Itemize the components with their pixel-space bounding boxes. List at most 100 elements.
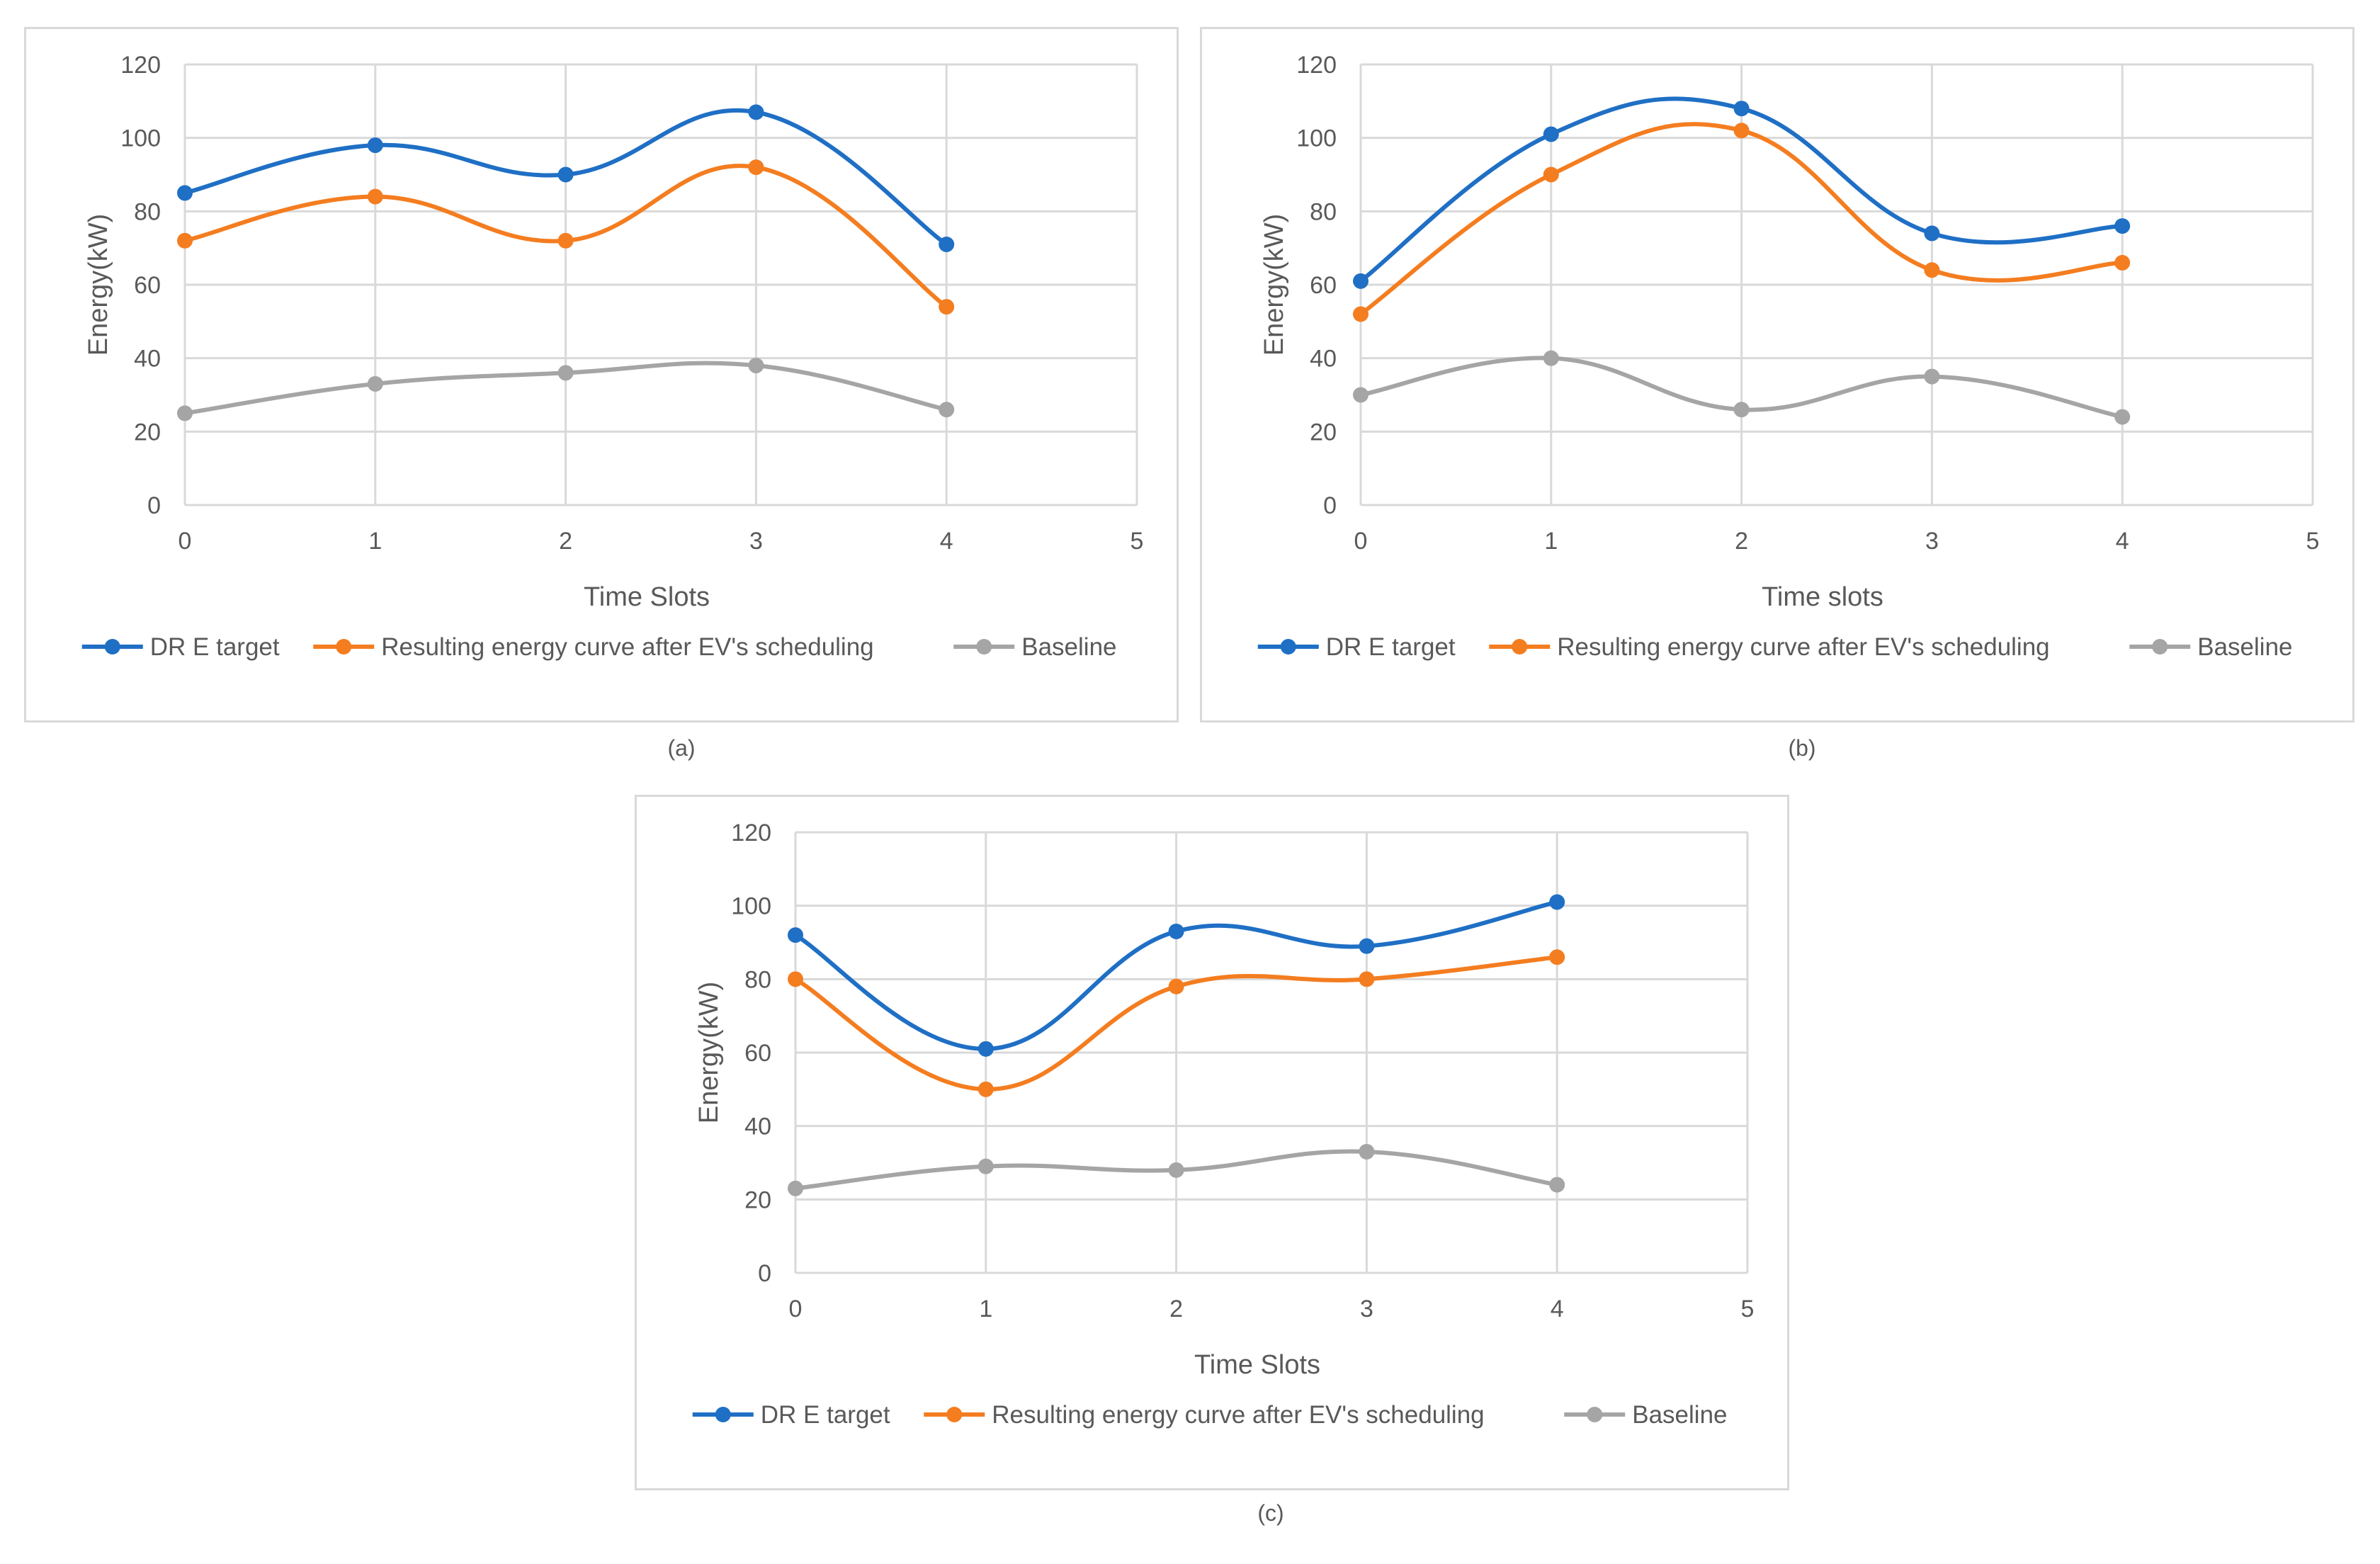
data-point <box>557 232 574 249</box>
y-tick-label: 20 <box>1310 419 1337 446</box>
data-point <box>1733 402 1750 418</box>
y-tick-label: 120 <box>120 52 161 79</box>
y-tick-label: 80 <box>744 966 771 993</box>
data-point <box>1353 273 1368 289</box>
legend-swatch-marker <box>1512 639 1528 654</box>
legend-label: Resulting energy curve after EV's schedu… <box>381 633 873 661</box>
y-tick-label: 40 <box>134 346 161 373</box>
x-axis-title: Time slots <box>1762 582 1883 612</box>
data-point <box>1353 306 1368 322</box>
data-point <box>1359 938 1375 954</box>
data-point <box>177 185 193 201</box>
data-point <box>367 137 383 154</box>
data-point <box>367 188 383 205</box>
data-point <box>1543 126 1559 142</box>
data-point <box>788 927 803 944</box>
data-point <box>748 358 764 374</box>
data-point <box>1549 1177 1565 1193</box>
y-tick-label: 80 <box>134 198 161 225</box>
chart-b: 0 20 40 60 80 100 120 0 1 2 3 4 5 Time slots Energy(kW… <box>1257 52 2320 661</box>
data-point <box>978 1041 994 1057</box>
x-tick-label: 4 <box>940 528 953 555</box>
y-tick-label: 0 <box>147 492 161 519</box>
chart-a: 0 20 40 60 80 100 120 0 1 2 3 4 5 Time Slots Energy(kW… <box>81 52 1144 661</box>
legend-swatch-marker <box>946 1407 963 1422</box>
legend-label: Baseline <box>1021 633 1116 661</box>
y-tick-label: 20 <box>134 419 161 446</box>
chart-panel-c: 0 20 40 60 80 100 120 0 1 2 3 4 5 Time Slots Energy(kW… <box>635 795 1789 1490</box>
legend-label: DR E target <box>150 633 280 661</box>
x-tick-label: 0 <box>789 1296 803 1322</box>
y-tick-label: 60 <box>1310 272 1337 299</box>
data-point <box>1924 262 1940 278</box>
caption-b: (b) <box>1788 735 1816 761</box>
y-tick-label: 0 <box>1323 492 1337 519</box>
legend-label: Baseline <box>2197 633 2292 661</box>
x-tick-label: 0 <box>1354 528 1368 555</box>
legend-swatch-marker <box>104 639 120 654</box>
data-point <box>978 1158 994 1174</box>
y-tick-label: 120 <box>731 820 771 846</box>
y-axis-title: Energy(kW) <box>694 982 724 1124</box>
legend-label: DR E target <box>761 1401 890 1429</box>
x-tick-label: 5 <box>1130 528 1144 555</box>
y-tick-label: 100 <box>120 125 161 152</box>
data-point <box>1543 350 1559 366</box>
y-tick-label: 40 <box>744 1114 771 1140</box>
y-tick-label: 120 <box>1296 52 1337 79</box>
x-tick-label: 5 <box>1741 1296 1755 1322</box>
x-tick-label: 1 <box>979 1296 992 1322</box>
data-point <box>1359 1143 1375 1160</box>
data-point <box>2114 218 2131 234</box>
data-point <box>939 236 955 252</box>
data-point <box>557 166 574 183</box>
y-tick-label: 0 <box>758 1260 771 1287</box>
legend-label: Resulting energy curve after EV's schedu… <box>1557 633 2049 661</box>
data-point <box>1168 1162 1184 1178</box>
data-point <box>1549 949 1565 965</box>
caption-a: (a) <box>667 735 696 761</box>
data-point <box>788 1180 803 1196</box>
data-point <box>177 405 193 421</box>
chart-c: 0 20 40 60 80 100 120 0 1 2 3 4 5 Time Slots Energy(kW… <box>692 820 1755 1429</box>
legend-label: Resulting energy curve after EV's schedu… <box>992 1401 1484 1429</box>
x-tick-label: 5 <box>2306 528 2320 555</box>
x-axis-title: Time Slots <box>584 582 710 612</box>
data-point <box>557 365 574 381</box>
data-point <box>2114 409 2131 425</box>
x-tick-label: 3 <box>1360 1296 1373 1322</box>
legend-label: Baseline <box>1632 1401 1727 1429</box>
data-point <box>1924 368 1940 385</box>
data-point <box>1168 923 1184 939</box>
legend-label: DR E target <box>1326 633 1456 661</box>
data-point <box>1359 971 1375 987</box>
data-point <box>939 299 955 315</box>
x-tick-label: 2 <box>559 528 572 555</box>
chart-panel-a: 0 20 40 60 80 100 120 0 1 2 3 4 5 Time Slots Energy(kW… <box>24 27 1179 722</box>
x-tick-label: 0 <box>178 528 192 555</box>
legend-swatch-marker <box>715 1407 731 1422</box>
y-tick-label: 80 <box>1310 198 1337 225</box>
data-point <box>1543 166 1559 183</box>
data-point <box>1549 894 1565 910</box>
legend-swatch-marker <box>976 639 992 654</box>
y-tick-label: 20 <box>744 1186 771 1213</box>
data-point <box>748 159 764 176</box>
x-tick-label: 4 <box>1551 1296 1564 1322</box>
y-axis-title: Energy(kW) <box>1259 214 1289 356</box>
data-point <box>177 232 193 249</box>
data-point <box>788 971 803 987</box>
legend-swatch-marker <box>336 639 352 654</box>
series-line-1 <box>793 900 1560 1051</box>
data-point <box>2114 254 2131 271</box>
legend-swatch-marker <box>2152 639 2168 654</box>
x-tick-label: 3 <box>1925 528 1939 555</box>
y-tick-label: 100 <box>731 893 771 920</box>
data-point <box>1353 387 1368 403</box>
data-point <box>367 375 383 392</box>
caption-c: (c) <box>1257 1500 1284 1526</box>
y-tick-label: 60 <box>134 272 161 299</box>
x-tick-label: 2 <box>1169 1296 1183 1322</box>
x-tick-label: 4 <box>2116 528 2129 555</box>
y-tick-label: 60 <box>744 1040 771 1067</box>
